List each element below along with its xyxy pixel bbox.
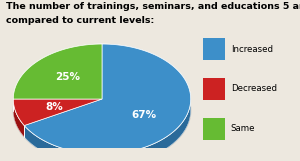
Polygon shape [13, 99, 102, 126]
Text: 8%: 8% [46, 102, 64, 112]
FancyBboxPatch shape [203, 78, 225, 100]
Polygon shape [13, 99, 102, 126]
Polygon shape [13, 56, 191, 161]
FancyBboxPatch shape [203, 118, 225, 140]
FancyBboxPatch shape [203, 38, 225, 60]
Polygon shape [24, 95, 191, 161]
Polygon shape [13, 99, 24, 137]
Text: compared to current levels:: compared to current levels: [6, 16, 154, 25]
Polygon shape [13, 99, 24, 137]
Text: Increased: Increased [231, 45, 273, 54]
Text: 67%: 67% [131, 110, 157, 120]
Polygon shape [13, 44, 102, 99]
Polygon shape [24, 44, 191, 154]
Text: The number of trainings, seminars, and educations 5 and 10 years ago: The number of trainings, seminars, and e… [6, 2, 300, 11]
Text: 25%: 25% [55, 72, 80, 82]
Text: Same: Same [231, 124, 255, 133]
Polygon shape [24, 99, 191, 161]
Text: Decreased: Decreased [231, 85, 277, 93]
Polygon shape [24, 44, 191, 154]
Polygon shape [13, 44, 102, 99]
